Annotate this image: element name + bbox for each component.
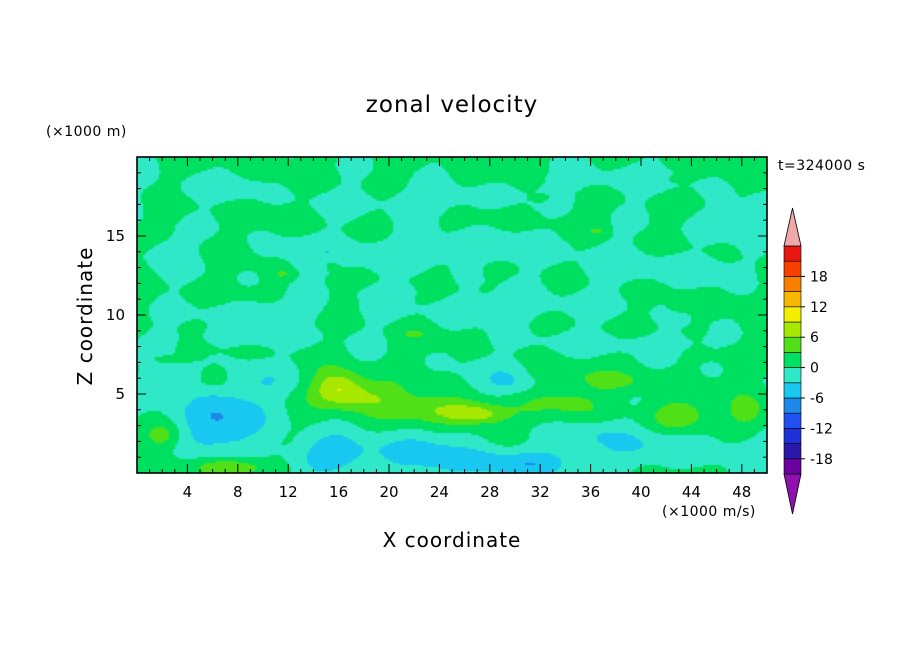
y-unit-label: (×1000 m) (46, 124, 127, 140)
chart-title: zonal velocity (366, 92, 538, 118)
colorbar-tick-label: -6 (810, 391, 824, 407)
colorbar-segment (783, 367, 802, 384)
y-tick-label: 15 (106, 227, 125, 245)
x-tick-label: 40 (631, 483, 650, 501)
x-tick-label: 48 (732, 483, 751, 501)
colorbar-segment (783, 428, 802, 444)
x-axis-label: X coordinate (383, 528, 522, 552)
colorbar-segment (783, 276, 802, 292)
x-tick-label: 28 (480, 483, 499, 501)
colorbar-segment (783, 291, 802, 308)
colorbar-segment (783, 382, 802, 399)
colorbar-tick-label: 18 (810, 269, 828, 285)
colorbar-tick-label: 6 (810, 330, 819, 346)
colorbar-segment (783, 336, 802, 353)
x-tick-label: 4 (183, 483, 193, 501)
colorbar-segment (783, 321, 802, 338)
colorbar-tick-label: 12 (810, 300, 828, 316)
y-axis-label: Z coordinate (73, 247, 97, 386)
y-tick-label: 5 (115, 385, 125, 403)
colorbar-segment (783, 306, 802, 323)
colorbar-segment (783, 412, 802, 429)
colorbar-segment (783, 352, 802, 368)
x-tick-label: 24 (430, 483, 449, 501)
time-label: t=324000 s (778, 158, 865, 174)
y-tick-label: 10 (106, 306, 125, 324)
x-unit-label: (×1000 m/s) (662, 504, 756, 520)
colorbar-tick-label: -12 (810, 421, 833, 437)
colorbar-tick-label: 0 (810, 361, 819, 377)
heatmap-image (137, 157, 767, 473)
x-tick-label: 32 (531, 483, 550, 501)
colorbar-segment (783, 443, 802, 460)
colorbar-segment (783, 245, 802, 262)
colorbar-tick-label: -18 (810, 452, 833, 468)
colorbar-segment (783, 260, 802, 277)
x-tick-label: 44 (682, 483, 701, 501)
colorbar-segment (783, 397, 802, 414)
x-tick-label: 20 (379, 483, 398, 501)
x-tick-label: 8 (233, 483, 243, 501)
heatmap-field (137, 157, 767, 473)
colorbar-over-arrow (783, 207, 802, 247)
x-tick-label: 36 (581, 483, 600, 501)
colorbar: 18 12 6 0 -6 -12 -18 (783, 207, 833, 515)
x-tick-label: 16 (329, 483, 348, 501)
colorbar-under-arrow (783, 473, 802, 515)
colorbar-segment (783, 458, 802, 475)
x-tick-label: 12 (279, 483, 298, 501)
